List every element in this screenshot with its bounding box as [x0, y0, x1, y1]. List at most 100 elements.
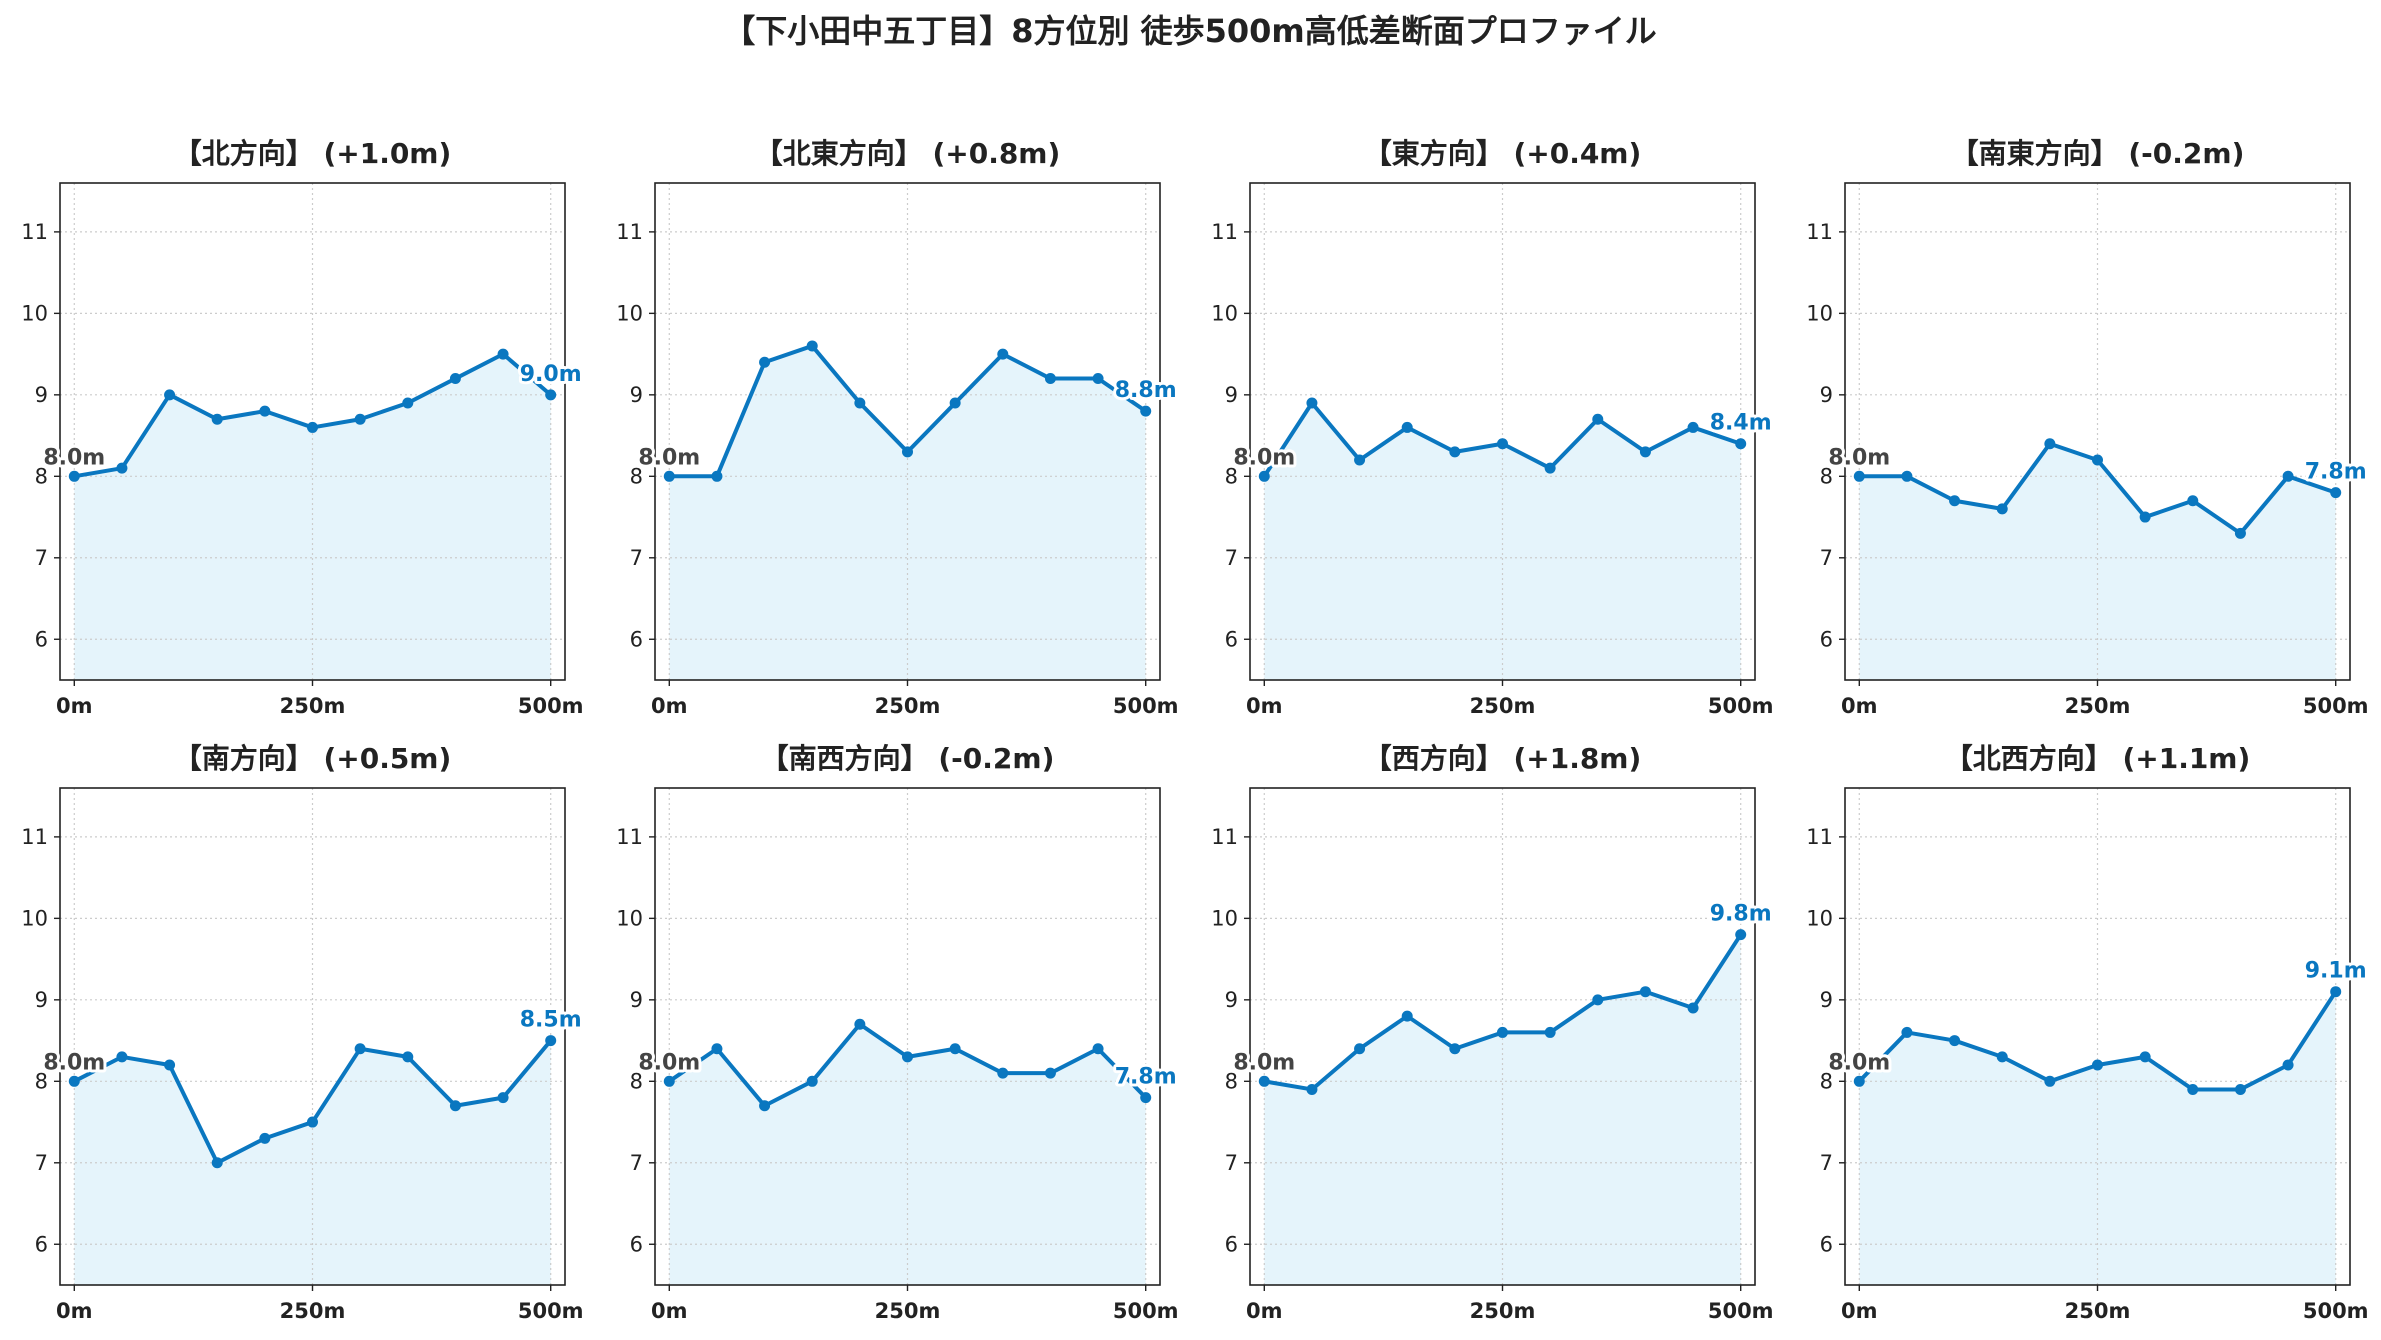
data-point [1639, 986, 1651, 998]
data-point [1497, 438, 1508, 450]
data-point [2330, 986, 2342, 998]
x-tick-label: 250m [875, 1299, 941, 1323]
data-point [116, 462, 128, 474]
y-tick-label: 10 [1211, 301, 1238, 325]
x-tick-label: 0m [56, 1299, 93, 1323]
data-point [307, 1116, 318, 1128]
data-point [1401, 1010, 1413, 1022]
y-tick-label: 10 [616, 906, 643, 930]
data-point [354, 413, 366, 425]
panel-title: 【南西方向】 (-0.2m) [761, 742, 1055, 775]
data-point [1044, 1067, 1056, 1079]
data-point [1853, 1075, 1865, 1087]
data-point [759, 356, 771, 368]
data-point [259, 405, 271, 417]
y-tick-label: 11 [1211, 825, 1238, 849]
data-point [545, 1035, 557, 1047]
y-tick-label: 9 [630, 383, 643, 407]
y-tick-label: 8 [630, 1069, 643, 1093]
data-point [2282, 470, 2294, 482]
x-tick-label: 250m [1470, 1299, 1536, 1323]
y-tick-label: 11 [21, 220, 48, 244]
y-tick-label: 7 [630, 546, 643, 570]
end-label: 8.4m [1710, 411, 1772, 436]
y-tick-label: 10 [21, 301, 48, 325]
x-tick-label: 250m [875, 694, 941, 718]
data-point [497, 348, 509, 360]
x-tick-label: 250m [1470, 694, 1536, 718]
y-tick-label: 9 [1225, 988, 1238, 1012]
y-tick-label: 8 [1820, 464, 1833, 488]
y-tick-label: 7 [1225, 1151, 1238, 1175]
panel-7: 【北西方向】 (+1.1m) 6 7 8 9 10 11 0m 250m 500m 8.0m 9.1m [1806, 742, 2369, 1323]
y-tick-label: 9 [1820, 383, 1833, 407]
data-point [1996, 503, 2008, 515]
data-point [1497, 1026, 1508, 1038]
x-tick-label: 0m [56, 694, 93, 718]
data-point [1140, 405, 1152, 417]
y-tick-label: 8 [630, 464, 643, 488]
y-tick-label: 9 [35, 383, 48, 407]
data-point [711, 1043, 723, 1055]
data-point [1258, 470, 1270, 482]
data-point [997, 348, 1009, 360]
y-tick-label: 8 [35, 464, 48, 488]
panel-title: 【南東方向】 (-0.2m) [1951, 137, 2245, 170]
data-point [116, 1051, 128, 1063]
figure-title: 【下小田中五丁目】8方位別 徒歩500m高低差断面プロファイル [723, 12, 1657, 50]
data-point [164, 389, 176, 401]
data-point [2187, 495, 2199, 507]
data-point [759, 1100, 771, 1112]
start-label: 8.0m [1828, 445, 1890, 470]
data-point [902, 1051, 913, 1063]
y-tick-label: 8 [1225, 464, 1238, 488]
area-fill [669, 345, 1146, 680]
data-point [806, 340, 818, 352]
data-point [1687, 1002, 1699, 1014]
data-point [902, 446, 913, 458]
data-point [2044, 438, 2056, 450]
y-tick-label: 6 [35, 1232, 48, 1256]
start-label: 8.0m [43, 1050, 105, 1075]
y-tick-label: 7 [35, 1151, 48, 1175]
x-tick-label: 500m [1113, 694, 1179, 718]
data-point [164, 1059, 176, 1071]
data-point [1949, 1035, 1961, 1047]
x-tick-label: 0m [1246, 694, 1283, 718]
x-tick-label: 0m [651, 1299, 688, 1323]
panel-2: 【東方向】 (+0.4m) 6 7 8 9 10 11 0m 250m 500m 8.0m 8.4m [1211, 137, 1774, 718]
y-tick-label: 6 [1225, 627, 1238, 651]
panel-3: 【南東方向】 (-0.2m) 6 7 8 9 10 11 0m 250m 500m 8.0m 7.8m [1806, 137, 2369, 718]
data-point [354, 1043, 366, 1055]
y-tick-label: 9 [1820, 988, 1833, 1012]
data-point [1735, 929, 1747, 941]
end-label: 7.8m [1115, 1065, 1177, 1090]
area-fill [74, 1040, 551, 1285]
data-point [2092, 454, 2103, 466]
y-tick-label: 6 [1225, 1232, 1238, 1256]
y-tick-label: 10 [21, 906, 48, 930]
y-tick-label: 7 [1820, 546, 1833, 570]
data-point [2282, 1059, 2294, 1071]
y-tick-label: 10 [1211, 906, 1238, 930]
data-point [1449, 446, 1461, 458]
data-point [1592, 994, 1604, 1006]
data-point [806, 1075, 818, 1087]
data-point [1044, 373, 1056, 385]
panel-0: 【北方向】 (+1.0m) 6 7 8 9 10 11 0m 250m 500m 8.0m 9.0m [21, 137, 584, 718]
y-tick-label: 8 [1820, 1069, 1833, 1093]
x-tick-label: 250m [280, 694, 346, 718]
start-label: 8.0m [1828, 1050, 1890, 1075]
x-tick-label: 500m [518, 1299, 584, 1323]
data-point [545, 389, 557, 401]
data-point [1306, 1083, 1318, 1095]
y-tick-label: 7 [35, 546, 48, 570]
panel-title: 【北東方向】 (+0.8m) [755, 137, 1061, 170]
y-tick-label: 11 [616, 825, 643, 849]
area-fill [1264, 402, 1741, 680]
panel-title: 【北方向】 (+1.0m) [174, 137, 452, 170]
y-tick-label: 11 [1806, 825, 1833, 849]
data-point [449, 373, 461, 385]
